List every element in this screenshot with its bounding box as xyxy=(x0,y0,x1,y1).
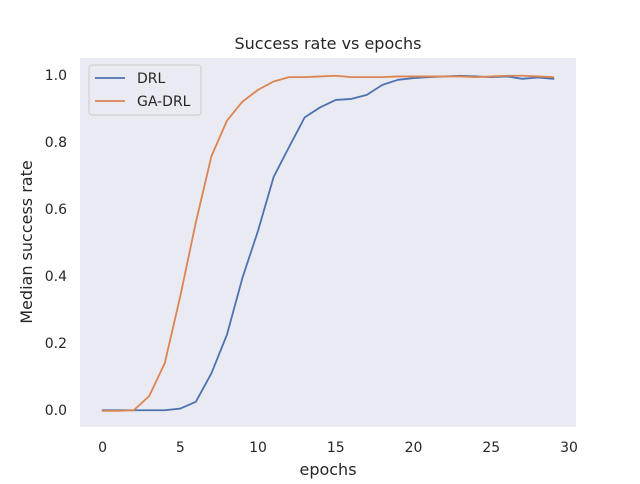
y-axis-label: Median success rate xyxy=(17,160,36,323)
y-tick-label: 0.8 xyxy=(45,135,67,151)
y-tick-label: 1.0 xyxy=(45,68,67,84)
x-tick-label: 15 xyxy=(327,440,345,456)
legend: DRL GA-DRL xyxy=(88,64,202,116)
series-line-ga-drl xyxy=(101,74,555,412)
x-axis-label: epochs xyxy=(299,460,356,479)
y-tick-label: 0.2 xyxy=(45,336,67,352)
x-tick-label: 25 xyxy=(482,440,500,456)
y-tick-label: 0.6 xyxy=(45,202,67,218)
x-tick-label: 5 xyxy=(176,440,185,456)
x-tick-label: 10 xyxy=(249,440,267,456)
x-tick-label: 30 xyxy=(560,440,578,456)
x-tick-label: 0 xyxy=(98,440,107,456)
y-tick-label: 0.0 xyxy=(45,403,67,419)
x-axis-ticks: 0 5 10 15 20 25 30 xyxy=(98,440,578,456)
x-tick-label: 20 xyxy=(405,440,423,456)
series-lines xyxy=(101,74,555,412)
y-tick-label: 0.4 xyxy=(45,269,67,285)
legend-label-drl: DRL xyxy=(137,71,166,87)
chart-title: Success rate vs epochs xyxy=(234,34,421,53)
plot-area xyxy=(80,58,576,427)
legend-label-ga-drl: GA-DRL xyxy=(137,94,191,110)
y-axis-ticks: 0.0 0.2 0.4 0.6 0.8 1.0 xyxy=(45,68,67,419)
